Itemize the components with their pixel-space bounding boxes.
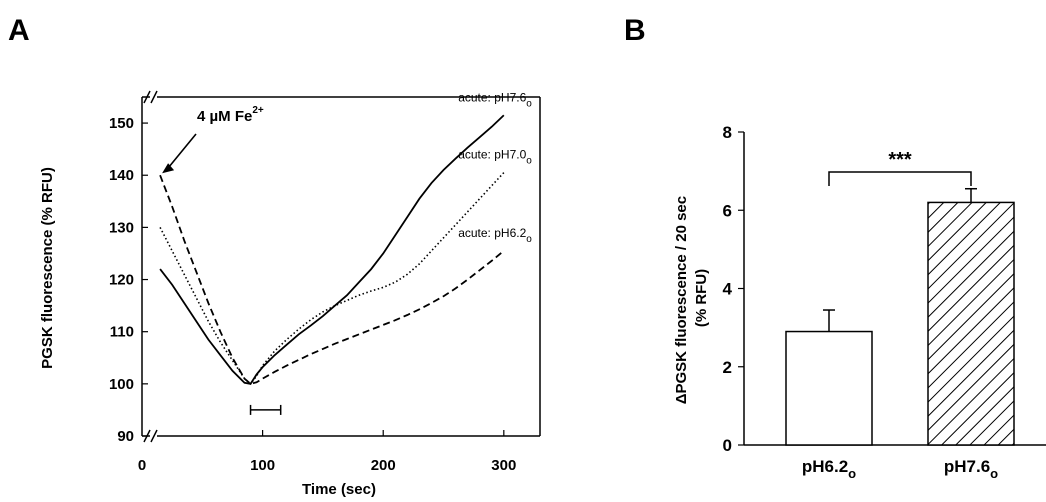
significance-stars: *** bbox=[888, 149, 912, 171]
x-tick-label: 0 bbox=[138, 457, 146, 474]
bar bbox=[785, 330, 873, 446]
panel-b-bar-chart: ΔPGSK fluorescence / 20 sec (% RFU) 0 2 4 6… bbox=[673, 123, 1046, 481]
y-tick-label-b: 2 bbox=[723, 358, 732, 377]
x-tick-label: 200 bbox=[371, 457, 396, 474]
category-label: pH7.6o bbox=[944, 457, 998, 481]
series-label: acute: pH6.2o bbox=[458, 226, 532, 245]
series-label: acute: pH7.6o bbox=[458, 90, 532, 109]
fe-annotation-superscript: 2+ bbox=[252, 105, 264, 116]
y-tick-label: 130 bbox=[109, 219, 134, 236]
fe-annotation-text: 4 µM Fe bbox=[197, 108, 252, 125]
y-tick-label: 140 bbox=[109, 167, 134, 184]
y-axis-title-b-line1: ΔPGSK fluorescence / 20 sec bbox=[673, 196, 690, 404]
y-axis-title-b-line2: (% RFU) bbox=[693, 269, 710, 327]
axis-break-mark bbox=[150, 90, 158, 104]
y-tick-label-b: 0 bbox=[723, 436, 732, 455]
significance-bracket bbox=[828, 171, 972, 186]
y-tick-label: 150 bbox=[109, 115, 134, 132]
y-tick-label-b: 6 bbox=[723, 201, 732, 220]
axis-break-mark bbox=[143, 90, 151, 104]
series-line-dotted bbox=[159, 172, 505, 386]
y-tick-label: 90 bbox=[117, 428, 134, 445]
panel-label-b: B bbox=[624, 14, 646, 47]
y-tick-label-b: 8 bbox=[723, 123, 732, 142]
series-line-dashed bbox=[159, 174, 505, 385]
x-axis-title: Time (sec) bbox=[302, 481, 376, 498]
fe-arrow-head bbox=[162, 163, 175, 174]
x-tick-label: 100 bbox=[250, 457, 275, 474]
series-line-solid bbox=[159, 114, 505, 385]
y-tick-label: 110 bbox=[110, 324, 134, 341]
y-axis-title: PGSK fluorescence (% RFU) bbox=[39, 167, 56, 369]
bar bbox=[927, 201, 1015, 446]
panel-label-a: A bbox=[8, 14, 30, 47]
fe-annotation: 4 µM Fe2+ bbox=[197, 105, 264, 125]
panel-a-line-chart: Time (sec) PGSK fluorescence (% RFU) 4 µ… bbox=[39, 90, 541, 498]
axis-break-mark bbox=[150, 429, 158, 443]
y-tick-label-b: 4 bbox=[723, 280, 733, 299]
category-label: pH6.2o bbox=[802, 457, 856, 481]
y-axis-title-b: ΔPGSK fluorescence / 20 sec (% RFU) bbox=[673, 192, 710, 405]
fe-arrow-line bbox=[166, 133, 197, 170]
series-label: acute: pH7.0o bbox=[458, 148, 532, 167]
x-tick-label: 300 bbox=[491, 457, 516, 474]
y-tick-label: 100 bbox=[109, 376, 134, 393]
y-tick-label: 120 bbox=[109, 272, 134, 289]
